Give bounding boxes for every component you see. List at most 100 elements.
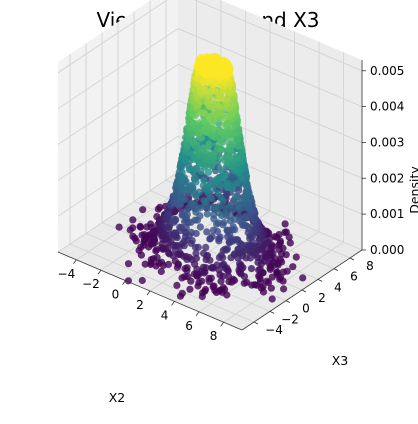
scatter-point	[219, 197, 227, 205]
scatter-point	[223, 291, 231, 299]
z-tick-label: 0.001	[370, 207, 404, 221]
scatter-point	[246, 234, 254, 242]
x-tick-label: 2	[136, 298, 144, 312]
scatter-point	[210, 215, 218, 223]
x-tick-label: 6	[185, 319, 193, 333]
scatter-point	[164, 260, 173, 268]
x-tick-mark	[97, 269, 102, 275]
scatter-point	[205, 141, 213, 149]
scatter-point	[194, 243, 202, 251]
scatter-point	[194, 282, 202, 290]
scatter-point	[279, 277, 287, 285]
scatter-point	[186, 285, 194, 293]
scatter-point	[139, 206, 147, 214]
scatter-point	[217, 166, 225, 174]
scatter-point	[242, 181, 250, 189]
y-tick-label: −4	[265, 323, 283, 337]
x-tick-mark	[220, 321, 224, 327]
scatter-point	[213, 220, 221, 228]
x-tick-label: 0	[112, 288, 120, 302]
scatter-point	[218, 211, 226, 220]
scatter-point	[115, 223, 123, 231]
y-tick-label: 8	[366, 259, 374, 273]
scatter-point	[214, 145, 222, 153]
z-tick-label: 0.002	[370, 171, 404, 185]
x-tick-label: −4	[58, 267, 76, 281]
scatter-point	[202, 243, 210, 251]
scatter-point	[226, 135, 234, 143]
y-tick-mark	[317, 278, 323, 282]
scatter-point	[224, 267, 232, 275]
scatter-point	[299, 274, 307, 282]
scatter-point	[180, 174, 189, 182]
scatter-point	[255, 236, 263, 244]
x-tick-label: 8	[210, 329, 218, 343]
scatter-point	[209, 264, 217, 272]
scatter-point	[255, 266, 263, 274]
scatter-point	[206, 256, 214, 264]
z-tick-labels: 0.000 0.001 0.002 0.003 0.004 0.005	[362, 64, 404, 257]
scatter-point	[227, 254, 235, 262]
scatter-point	[274, 261, 282, 269]
y-tick-label: 4	[334, 280, 342, 294]
scatter-point	[178, 274, 186, 282]
scatter-point	[225, 146, 233, 154]
scatter-point	[248, 281, 256, 289]
scatter-point	[286, 239, 294, 247]
z-grid-line	[57, 135, 363, 217]
scatter-point	[195, 188, 203, 196]
scatter-point	[212, 288, 221, 296]
scatter-point	[240, 279, 248, 287]
scatter-point	[173, 234, 181, 242]
scatter-point	[211, 87, 219, 95]
scatter-point	[217, 128, 225, 137]
scatter-point	[266, 265, 274, 273]
scatter-point	[176, 292, 185, 300]
scatter-point	[213, 227, 222, 236]
scatter-point	[137, 223, 145, 231]
scatter-point	[215, 237, 223, 245]
scatter-point	[209, 118, 217, 126]
scatter-point	[196, 223, 204, 231]
scatter-point	[154, 205, 162, 213]
y-axis-label: X3	[332, 353, 349, 368]
y-tick-mark	[349, 257, 355, 261]
z-grid-line	[57, 99, 363, 181]
scatter-point	[207, 194, 215, 202]
z-tick-label: 0.005	[370, 64, 404, 78]
scatter-point	[137, 251, 145, 259]
scatter-point	[181, 195, 189, 203]
scatter-point	[192, 254, 200, 262]
y-tick-label: 6	[350, 270, 358, 284]
scatter-point	[141, 260, 149, 268]
scatter-point	[247, 265, 256, 273]
z-tick-label: 0.000	[370, 243, 404, 257]
scatter-point	[202, 161, 210, 169]
scatter-point	[244, 229, 252, 237]
scatter-point	[176, 200, 184, 208]
scatter-point	[183, 267, 191, 275]
scatter-point	[197, 134, 205, 142]
scatter-point	[228, 206, 236, 214]
scatter-point	[196, 212, 204, 220]
scatter-point	[147, 260, 155, 269]
scatter-point	[132, 237, 140, 245]
scatter-point	[152, 247, 160, 255]
scatter-point	[172, 215, 180, 224]
scatter-point	[289, 263, 297, 271]
y-tick-mark	[253, 321, 259, 325]
scatter-point	[201, 202, 209, 210]
scatter-point	[138, 276, 146, 285]
scatter-point	[216, 181, 224, 189]
scatter-point	[268, 273, 276, 281]
scatter-point	[278, 250, 286, 258]
scatter-point	[205, 277, 213, 285]
x-tick-label: −2	[82, 277, 100, 291]
scatter-point	[215, 254, 223, 262]
scatter-point	[203, 228, 211, 236]
scatter-point	[211, 133, 219, 141]
scatter-point	[203, 210, 211, 218]
x-tick-mark	[146, 290, 151, 296]
z-grid-line	[57, 64, 363, 145]
